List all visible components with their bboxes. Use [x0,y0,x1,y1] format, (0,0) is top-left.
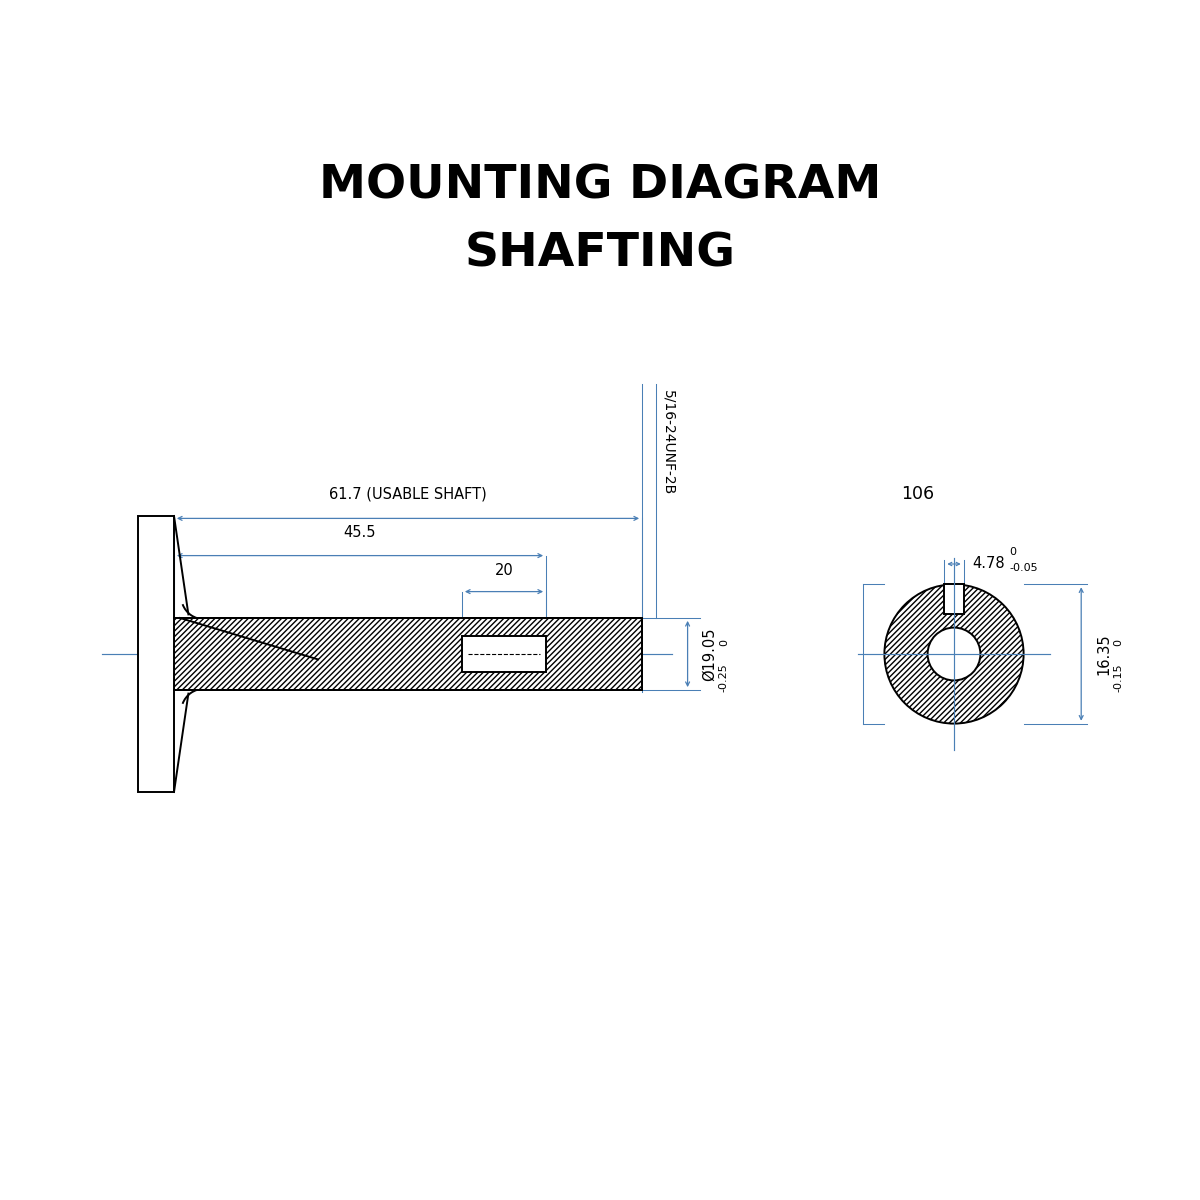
Circle shape [928,628,980,680]
Text: 106: 106 [901,486,935,504]
Text: -0.15: -0.15 [1114,664,1123,692]
Text: 16.35: 16.35 [1097,634,1112,674]
Text: SHAFTING: SHAFTING [464,232,736,277]
Text: 4.78: 4.78 [972,557,1004,571]
Text: MOUNTING DIAGRAM: MOUNTING DIAGRAM [319,163,881,209]
Polygon shape [174,618,642,690]
Text: 61.7 (USABLE SHAFT): 61.7 (USABLE SHAFT) [329,487,487,502]
Polygon shape [462,636,546,672]
Text: -0.25: -0.25 [719,664,728,692]
Text: 0: 0 [1009,547,1016,557]
Circle shape [884,584,1024,724]
Text: 0: 0 [719,638,728,646]
Polygon shape [944,584,964,614]
Polygon shape [138,516,174,792]
Text: -0.05: -0.05 [1009,563,1038,572]
Text: 5/16-24UNF-2B: 5/16-24UNF-2B [661,390,676,496]
Text: 0: 0 [1114,638,1123,646]
Text: 45.5: 45.5 [343,526,377,540]
Text: 20: 20 [494,563,514,578]
Text: Ø19.05: Ø19.05 [702,628,718,680]
